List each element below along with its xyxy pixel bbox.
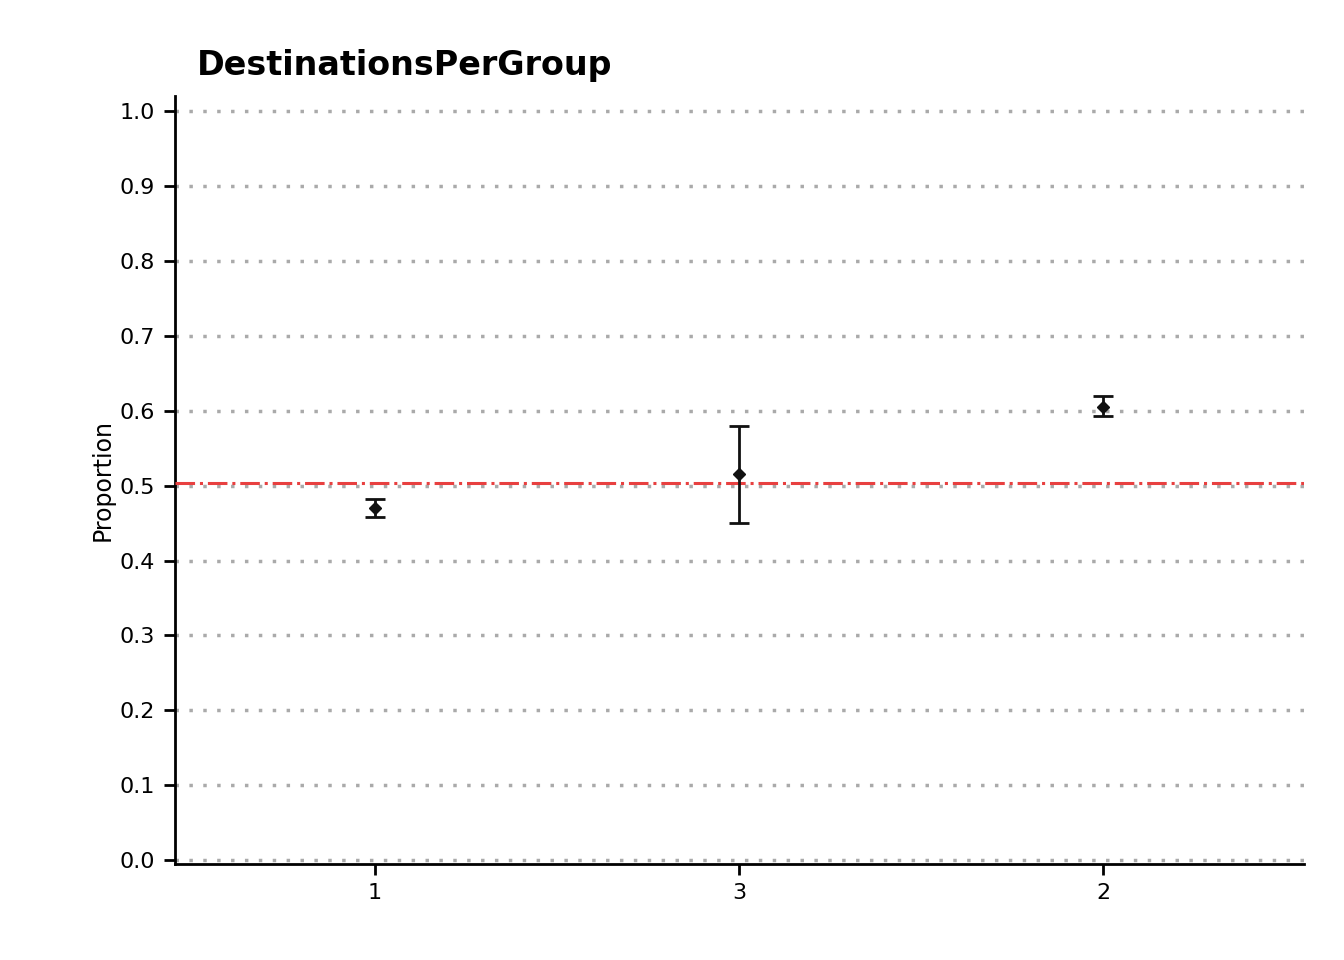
Text: DestinationsPerGroup: DestinationsPerGroup bbox=[198, 49, 613, 83]
Y-axis label: Proportion: Proportion bbox=[90, 419, 114, 541]
